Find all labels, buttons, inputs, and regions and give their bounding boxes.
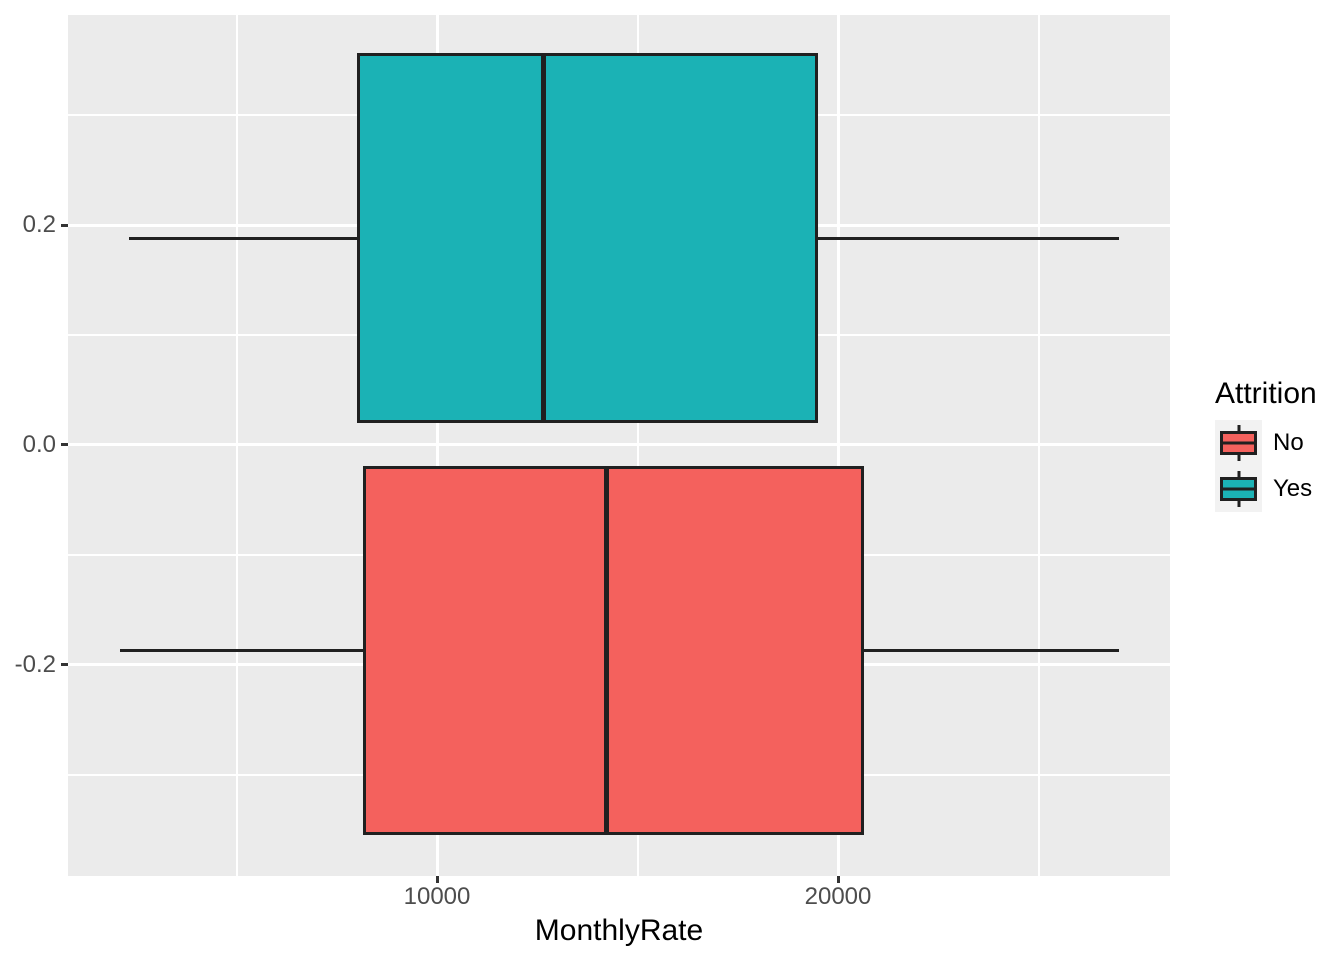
boxplot-key-icon (1215, 466, 1262, 512)
median-line-yes (540, 53, 546, 423)
whisker-left (119, 649, 363, 653)
legend-label-yes: Yes (1273, 475, 1313, 502)
y-tick-label: 0.0 (22, 430, 56, 458)
median-line-no (604, 465, 610, 836)
legend-item-no[interactable]: No (1215, 420, 1317, 466)
legend-title: Attrition (1215, 377, 1317, 410)
x-tick-label: 20000 (804, 883, 872, 910)
y-tick-mark (61, 223, 68, 227)
major-gridline-h (68, 443, 1170, 447)
legend-item-yes[interactable]: Yes (1215, 466, 1317, 512)
x-tick-label: 10000 (403, 883, 471, 910)
whisker-right (864, 649, 1119, 653)
key-box (1220, 477, 1257, 501)
x-tick-mark (435, 876, 439, 883)
x-tick-mark (836, 876, 840, 883)
key-box (1220, 431, 1257, 455)
box-no (362, 465, 865, 836)
y-tick-label: 0.2 (22, 211, 56, 239)
y-tick-mark (61, 663, 68, 667)
whisker-left (129, 236, 358, 240)
y-tick-mark (61, 443, 68, 447)
x-axis-title: MonthlyRate (534, 914, 704, 947)
y-tick-label: -0.2 (14, 650, 56, 678)
whisker-right (817, 236, 1119, 240)
key-median-line (1223, 441, 1254, 445)
key-median-line (1223, 487, 1254, 491)
legend-label-no: No (1273, 429, 1304, 456)
box-yes (357, 53, 818, 423)
legend: Attrition No Yes (1215, 378, 1317, 512)
plot-panel (68, 15, 1170, 876)
boxplot-key-icon (1215, 420, 1262, 466)
